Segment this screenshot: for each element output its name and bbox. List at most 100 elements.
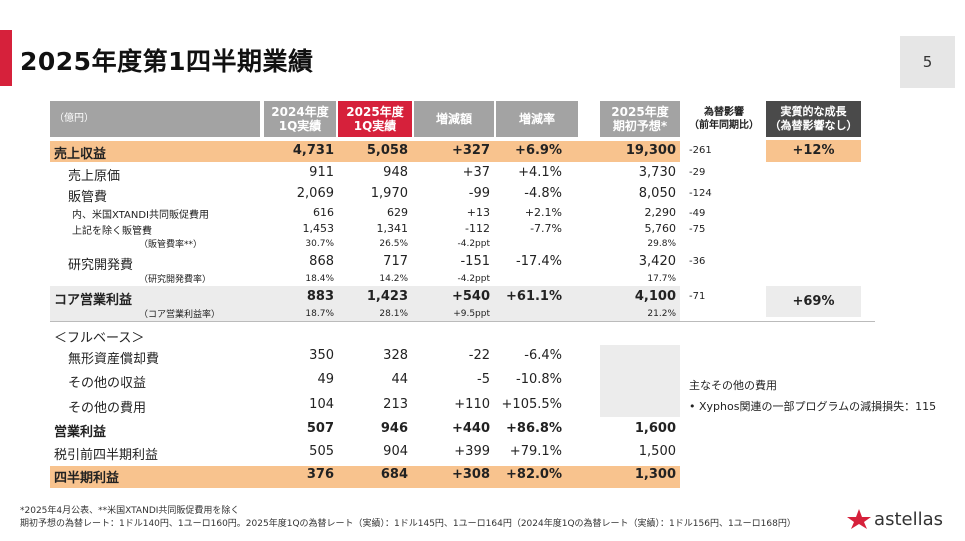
header-bg-diff [414, 101, 494, 137]
row-label: 税引前四半期利益 [54, 448, 159, 463]
cell-diff: +9.5ppt [453, 309, 490, 319]
cell-rate: -6.4% [524, 348, 562, 363]
cell-v2025: 213 [383, 397, 408, 412]
cell-v2024: 2,069 [296, 186, 334, 201]
cell-diff: -112 [465, 222, 490, 235]
cell-forecast: 19,300 [625, 143, 676, 158]
row-label: （コア営業利益率） [139, 310, 221, 320]
header-forecast: 2025年度 期初予想* [611, 105, 669, 133]
cell-v2024: 616 [313, 206, 334, 219]
cell-forecast: 21.2% [647, 309, 676, 319]
header-bg-real [766, 101, 861, 137]
logo-text: astellas [874, 508, 943, 530]
cell-v2025: 26.5% [379, 239, 408, 249]
row-label: 売上原価 [68, 169, 121, 184]
cell-rate: +2.1% [524, 206, 562, 219]
cell-rate: +79.1% [509, 444, 562, 459]
cell-v2024: 350 [309, 348, 334, 363]
cell-diff: +37 [462, 165, 490, 180]
cell-forecast: 8,050 [638, 186, 676, 201]
cell-v2025: 629 [387, 206, 408, 219]
cell-diff: +13 [466, 206, 490, 219]
cell-v2024: 18.4% [305, 274, 334, 284]
cell-forecast: 29.8% [647, 239, 676, 249]
cell-v2025: 946 [380, 421, 408, 436]
row-label: 営業利益 [54, 425, 107, 440]
band-revenue-real [766, 140, 861, 162]
cell-rate: +86.8% [506, 421, 562, 436]
band-quarter-profit [50, 466, 680, 488]
cell-v2025: 948 [383, 165, 408, 180]
band-revenue [50, 141, 680, 162]
cell-v2024: 883 [306, 289, 334, 304]
cell-fx: -49 [689, 208, 706, 219]
cell-fx: -75 [689, 224, 706, 235]
row-label: （研究開発費率） [139, 275, 212, 285]
cell-diff: -22 [468, 348, 490, 363]
note-bullet: • Xyphos関連の一部プログラムの減損損失：115 [689, 400, 937, 413]
star-icon [847, 509, 872, 529]
cell-forecast: 17.7% [647, 274, 676, 284]
band-core-op [50, 286, 680, 321]
row-label: 内、米国XTANDI共同販促費用 [72, 210, 209, 221]
cell-diff: +399 [454, 444, 490, 459]
cell-rate: +105.5% [501, 397, 562, 412]
cell-rate: +6.9% [515, 143, 562, 158]
header-bg-label [50, 101, 260, 137]
unit-label: （億円） [54, 113, 94, 124]
cell-real: +12% [792, 143, 835, 158]
cell-diff: -151 [460, 254, 490, 269]
header-rate: 増減率 [518, 112, 555, 126]
cell-real: +69% [792, 294, 835, 309]
cell-fx: -124 [689, 188, 712, 199]
cell-diff: +540 [451, 289, 490, 304]
cell-v2025: 28.1% [379, 309, 408, 319]
cell-forecast: 4,100 [634, 289, 676, 304]
cell-rate: -7.7% [530, 222, 562, 235]
cell-forecast: 1,500 [638, 444, 676, 459]
row-label: 四半期利益 [54, 471, 120, 486]
row-label: 売上収益 [54, 147, 107, 162]
row-label: 研究開発費 [68, 258, 134, 273]
cell-v2024: 1,453 [302, 222, 335, 235]
cell-v2024: 49 [317, 372, 334, 387]
cell-forecast: 5,760 [644, 222, 677, 235]
cell-v2025: 44 [391, 372, 408, 387]
cell-v2025: 1,970 [370, 186, 408, 201]
row-label: コア営業利益 [54, 293, 133, 308]
cell-v2025: 904 [383, 444, 408, 459]
cell-rate: -4.8% [524, 186, 562, 201]
note-title: 主なその他の費用 [689, 379, 777, 392]
cell-v2024: 18.7% [305, 309, 334, 319]
cell-diff: +308 [451, 467, 490, 482]
band-core-op-real [766, 286, 861, 317]
cell-v2024: 376 [306, 467, 334, 482]
page-number-text: 5 [922, 53, 933, 71]
cell-forecast: 3,730 [638, 165, 676, 180]
cell-diff: +440 [451, 421, 490, 436]
cell-v2025: 1,341 [376, 222, 409, 235]
cell-rate: +61.1% [506, 289, 562, 304]
cell-v2025: 1,423 [366, 289, 408, 304]
header-bg-rate [496, 101, 578, 137]
cell-forecast: 1,600 [634, 421, 676, 436]
cell-v2024: 868 [309, 254, 334, 269]
cell-v2025: 717 [383, 254, 408, 269]
cell-v2024: 507 [306, 421, 334, 436]
cell-v2024: 505 [309, 444, 334, 459]
cell-forecast: 1,300 [634, 467, 676, 482]
cell-v2024: 911 [309, 165, 334, 180]
astellas-logo: astellas [846, 508, 943, 530]
cell-forecast: 3,420 [638, 254, 676, 269]
row-label: （販管費率**） [139, 240, 203, 250]
header-fx: 為替影響 （前年同期比） [689, 107, 759, 131]
cell-rate: +4.1% [518, 165, 562, 180]
cell-diff: +327 [451, 143, 490, 158]
footer-line2: 期初予想の為替レート：1ドル140円、1ユーロ160円。2025年度1Qの為替レ… [20, 519, 796, 529]
cell-diff: +110 [454, 397, 490, 412]
row-label: ＜フルベース＞ [54, 331, 145, 346]
cell-v2024: 30.7% [305, 239, 334, 249]
divider [50, 321, 875, 322]
note-bullet-text: Xyphos関連の一部プログラムの減損損失：115 [699, 400, 937, 413]
cell-diff: -4.2ppt [457, 274, 490, 284]
